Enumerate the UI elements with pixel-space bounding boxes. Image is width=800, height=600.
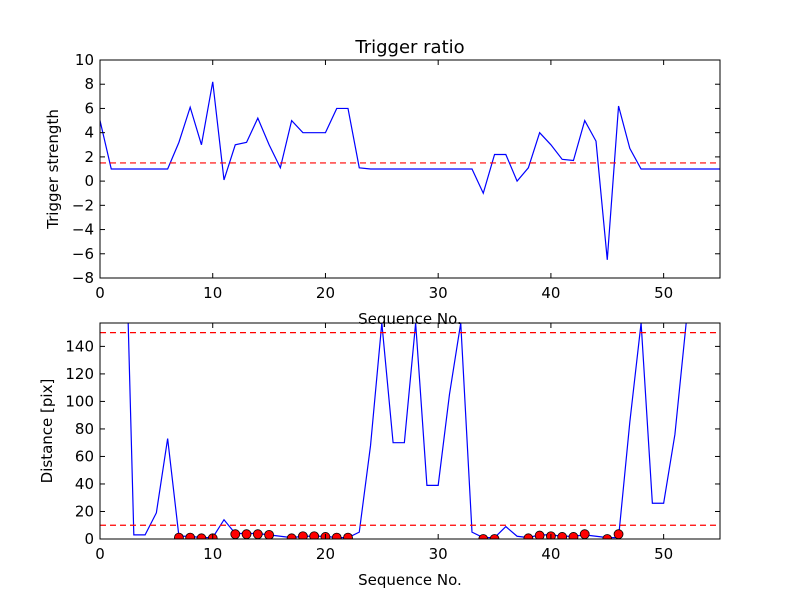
y-tick-label: 6: [84, 99, 94, 117]
x-tick-label: 40: [541, 284, 560, 302]
data-point-marker: [579, 529, 590, 539]
data-point-marker: [309, 531, 320, 539]
data-point-marker: [196, 533, 207, 539]
data-point-marker: [252, 529, 263, 539]
data-point-marker: [489, 534, 500, 539]
series-line-0: [100, 81, 720, 260]
x-tick-label: 10: [203, 545, 222, 563]
plot-area: 0 10 20 30 40 50 0 20 40 60 80 100 120 140: [65, 322, 721, 563]
data-point-marker: [613, 529, 624, 539]
y-tick-label: −6: [72, 245, 94, 263]
y-tick-label: 0: [84, 172, 94, 190]
data-point-marker: [286, 533, 297, 539]
data-point-marker: [602, 534, 613, 539]
x-tick-label: 0: [95, 284, 105, 302]
y-tick-label: 2: [84, 148, 94, 166]
y-tick-label: −2: [72, 196, 94, 214]
data-point-marker: [534, 530, 545, 539]
y-tick-label: 20: [75, 502, 94, 520]
x-tick-label: 20: [316, 284, 335, 302]
data-point-marker: [174, 532, 184, 539]
y-tick-label: −8: [72, 269, 94, 287]
plot-content: [100, 81, 720, 260]
data-point-marker: [523, 533, 534, 539]
y-tick-label: 140: [65, 337, 94, 355]
plot-area: 0 10 20 30 40 50 −8 −6 −4 −2 0 2 4 6 8 10: [72, 51, 721, 302]
series-line-0: [127, 323, 687, 539]
y-tick-label: 60: [75, 447, 94, 465]
y-tick-label: 100: [65, 392, 94, 410]
y-tick-label: 120: [65, 365, 94, 383]
x-tick-label: 10: [203, 284, 222, 302]
axes-frame: [99, 322, 721, 540]
distance-chart: 0 10 20 30 40 50 0 20 40 60 80 100 120 140 Sequence N…: [38, 322, 721, 589]
x-axis-label: Sequence No.: [358, 571, 462, 589]
x-tick-label: 30: [429, 284, 448, 302]
y-tick-label: 80: [75, 420, 94, 438]
trigger-ratio-chart: Trigger ratio 0 10 20 30 40 50 −8 −6 −4 −2 0 2 4 6 8 10…: [44, 37, 721, 328]
y-tick-label: −4: [72, 221, 94, 239]
data-point-marker: [298, 531, 308, 539]
axes-frame: [99, 59, 721, 279]
y-tick-label: 0: [84, 530, 94, 548]
data-point-marker: [230, 529, 241, 539]
x-tick-label: 0: [95, 545, 105, 563]
data-point-marker: [557, 532, 568, 539]
x-tick-label: 20: [316, 545, 335, 563]
data-point-marker: [331, 532, 342, 539]
data-point-marker: [343, 532, 353, 539]
data-point-marker: [185, 532, 196, 539]
x-tick-label: 40: [541, 545, 560, 563]
x-axis-label: Sequence No.: [358, 310, 462, 328]
data-point-marker: [568, 532, 579, 539]
data-point-marker: [264, 529, 274, 539]
data-point-marker: [478, 534, 489, 539]
y-axis-label: Trigger strength: [44, 109, 62, 230]
data-point-marker: [241, 529, 252, 539]
y-tick-label: 8: [84, 75, 94, 93]
y-axis-label: Distance [pix]: [38, 379, 56, 484]
y-tick-label: 40: [75, 475, 94, 493]
y-tick-label: 4: [84, 124, 94, 142]
x-tick-label: 50: [654, 545, 673, 563]
y-tick-label: 10: [75, 51, 94, 69]
plot-content: [100, 323, 720, 539]
x-tick-label: 30: [429, 545, 448, 563]
chart-title: Trigger ratio: [354, 37, 464, 58]
x-tick-label: 50: [654, 284, 673, 302]
